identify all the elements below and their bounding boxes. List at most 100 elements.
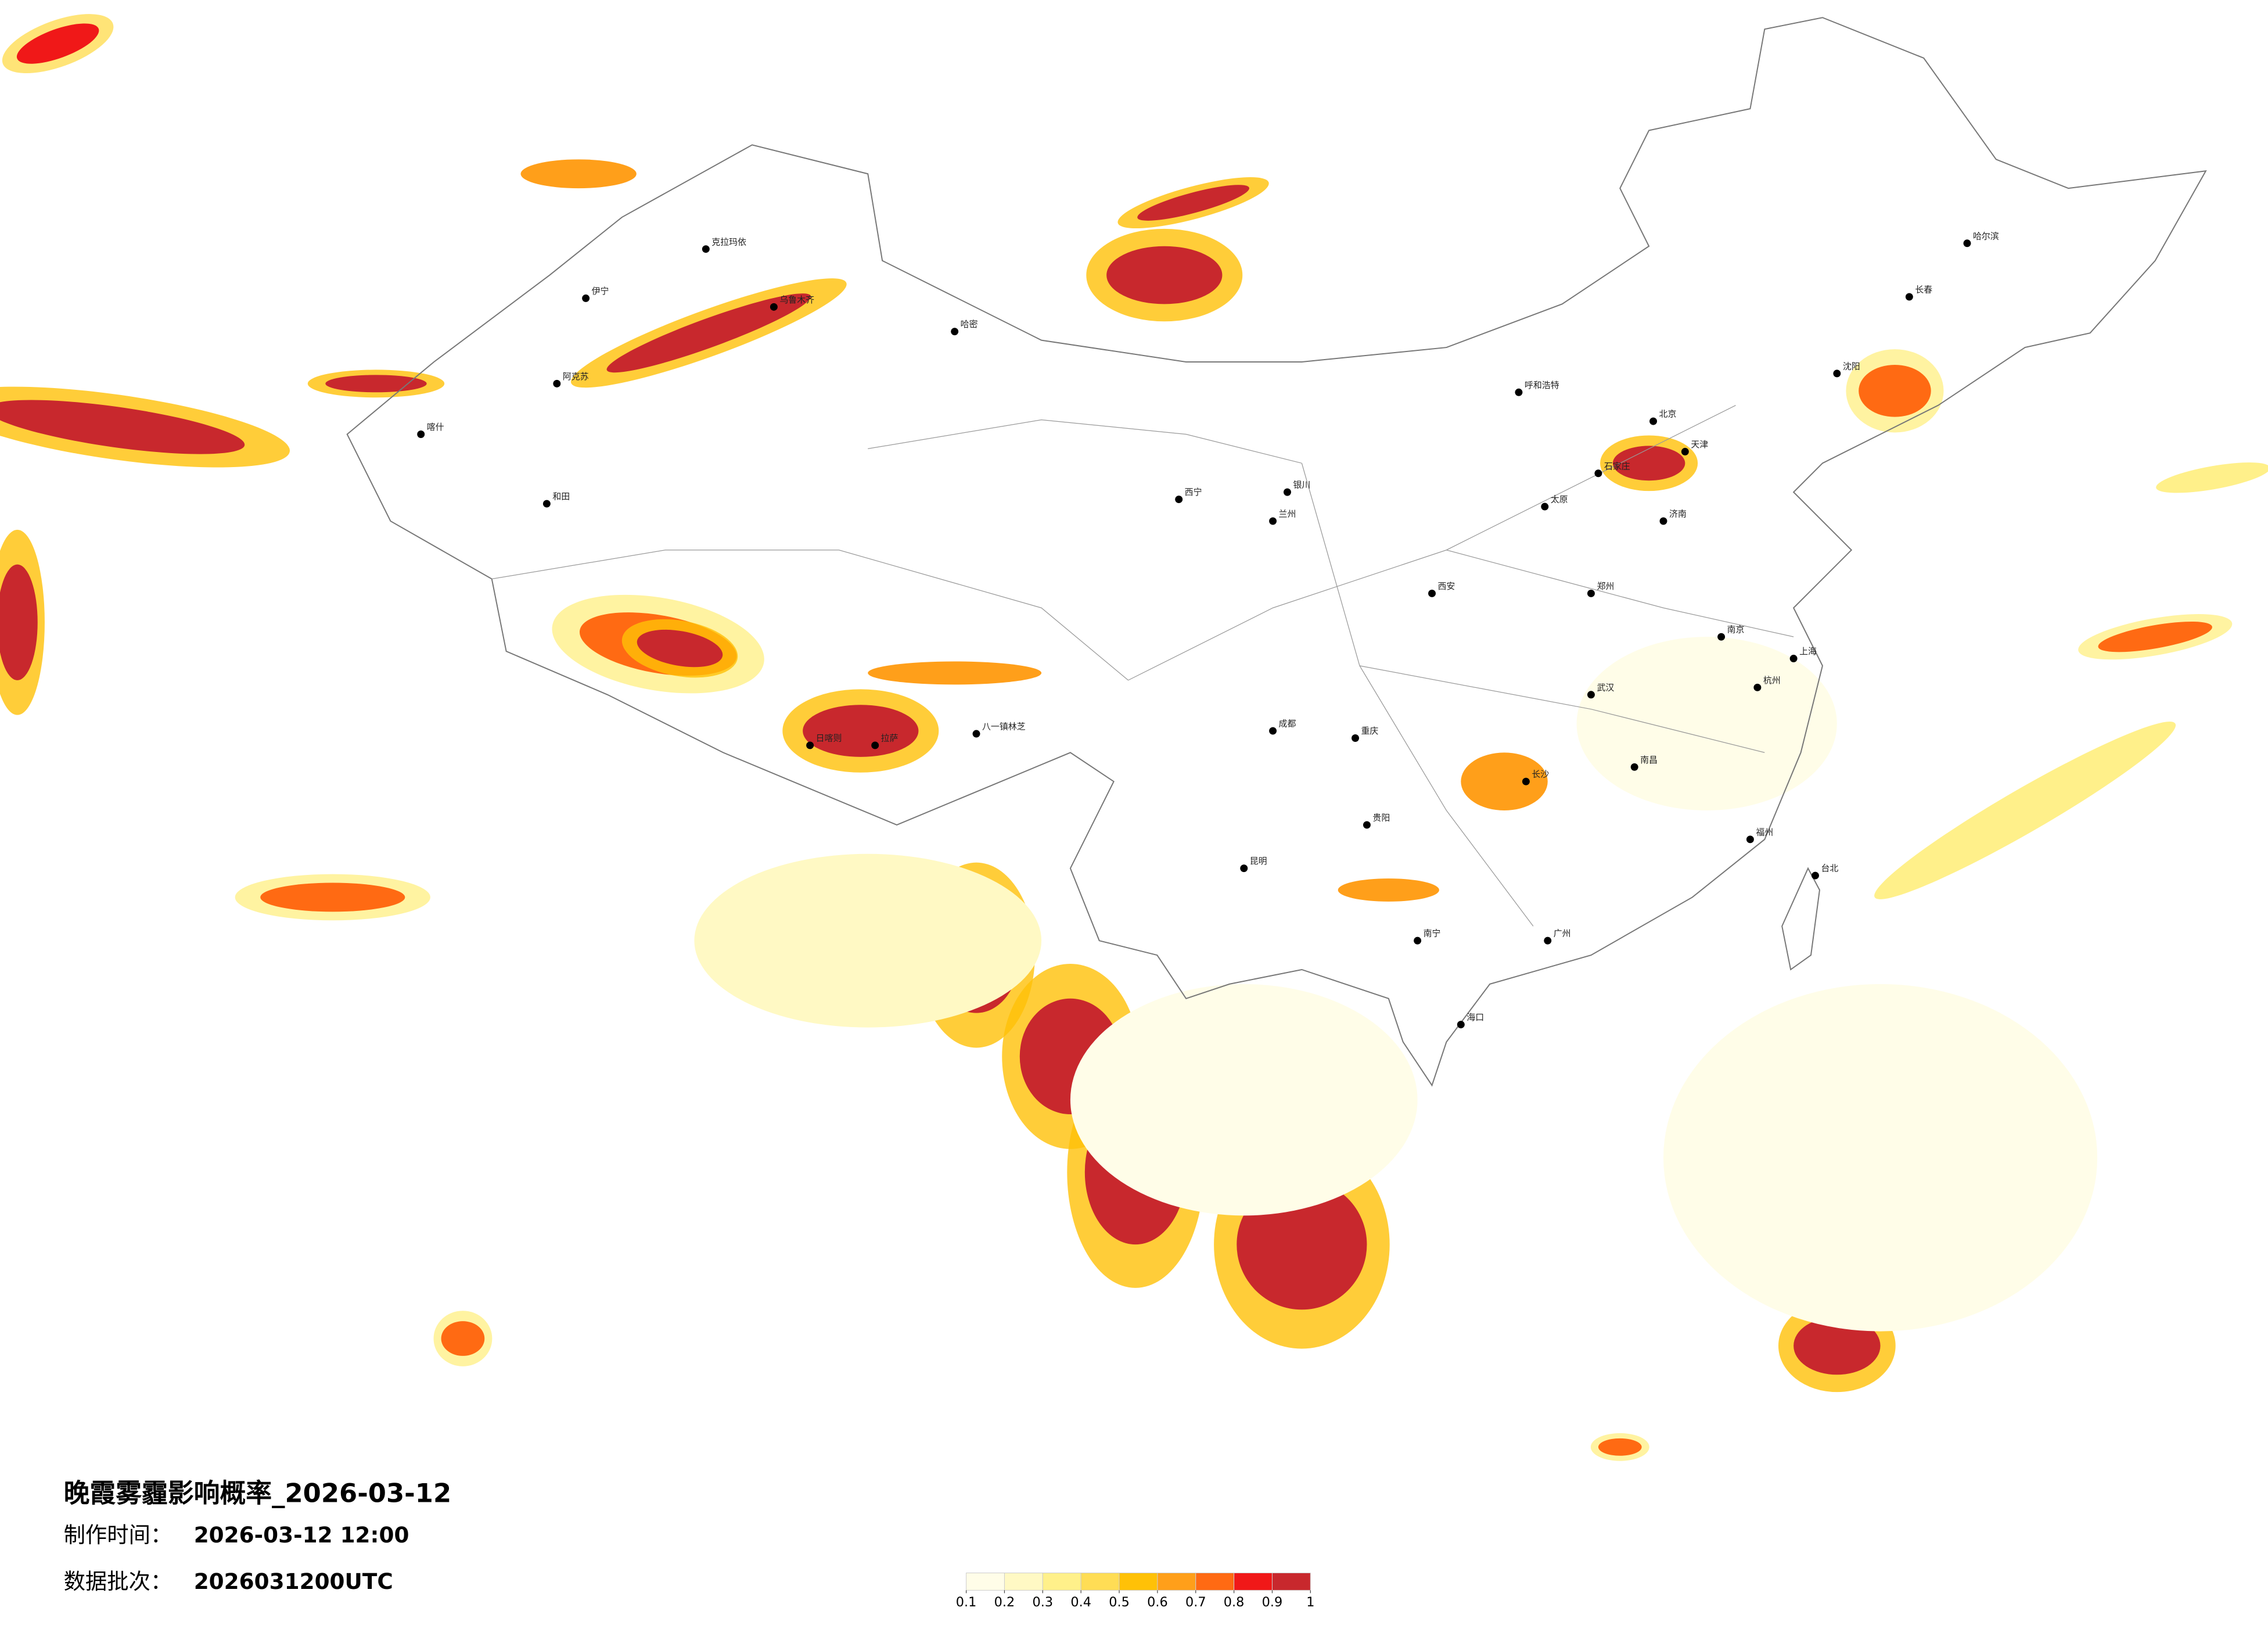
city-label: 郑州	[1597, 581, 1614, 591]
city-dot	[1963, 239, 1971, 247]
haze-area	[325, 375, 427, 393]
city-dot	[1833, 369, 1841, 378]
city-label: 上海	[1799, 646, 1817, 656]
city-dot	[871, 741, 879, 749]
haze-layer	[0, 14, 2268, 1461]
haze-area	[694, 853, 1042, 1028]
haze-area	[803, 705, 919, 757]
city-label: 天津	[1691, 439, 1708, 450]
city-dot	[1753, 683, 1762, 691]
city-dot	[1587, 589, 1595, 597]
city-label: 八一镇林芝	[982, 722, 1026, 732]
haze-area	[441, 1321, 485, 1356]
province-border	[491, 405, 1794, 927]
city-dot	[806, 741, 814, 749]
city-label: 哈密	[961, 319, 978, 329]
city-dot	[1269, 517, 1277, 525]
city-label: 拉萨	[881, 733, 898, 743]
city-dot	[1269, 727, 1277, 735]
legend-tick-label: 0.5	[1109, 1595, 1130, 1610]
haze-area	[637, 629, 723, 668]
city-label: 西安	[1437, 581, 1455, 591]
city-label: 太原	[1551, 494, 1568, 505]
legend-swatch	[1271, 1572, 1311, 1591]
city-label: 北京	[1659, 409, 1677, 419]
country-border	[346, 17, 2207, 1087]
city-label: 济南	[1669, 508, 1687, 519]
city-dot	[1428, 589, 1436, 597]
city-dot	[553, 379, 561, 387]
legend-swatch	[1004, 1572, 1043, 1591]
city-label: 喀什	[427, 422, 444, 432]
city-dot	[770, 303, 778, 311]
production-time-label: 制作时间：	[64, 1522, 172, 1548]
legend: 0.1 0.2 0.3 0.4 0.5 0.6 0.7 0.8 0.9 1	[956, 1572, 1314, 1610]
legend-tick-label: 0.8	[1224, 1595, 1245, 1610]
city-dot	[1544, 937, 1552, 945]
city-dot	[417, 430, 425, 438]
legend-swatch	[1195, 1572, 1235, 1591]
haze-area	[0, 564, 38, 680]
legend-swatch	[1042, 1572, 1081, 1591]
city-dot	[1352, 734, 1360, 742]
city-dot	[1457, 1021, 1465, 1029]
legend-swatch	[1080, 1572, 1120, 1591]
city-dot	[702, 245, 710, 253]
haze-area	[0, 400, 245, 454]
data-batch-label: 数据批次：	[64, 1569, 172, 1594]
haze-area	[1106, 246, 1223, 304]
city-dot	[1659, 517, 1667, 525]
city-label: 广州	[1554, 928, 1571, 939]
city-label: 南昌	[1640, 755, 1658, 765]
legend-swatch	[1119, 1572, 1158, 1591]
legend-tick-label: 0.7	[1185, 1595, 1206, 1610]
map-title: 晚霞雾霾影响概率_2026-03-12	[64, 1477, 452, 1508]
city-dot	[1240, 864, 1248, 873]
city-dot	[1789, 655, 1798, 662]
city-dot	[1630, 763, 1638, 771]
haze-area	[1874, 722, 2176, 899]
city-label: 昆明	[1250, 856, 1267, 866]
haze-area	[1576, 637, 1837, 811]
city-label: 福州	[1756, 827, 1773, 837]
legend-tick-label: 0.6	[1147, 1595, 1168, 1610]
haze-area	[1338, 878, 1439, 902]
city-label: 石家庄	[1604, 461, 1630, 471]
legend-tick-label: 0.9	[1262, 1595, 1283, 1610]
haze-area	[868, 661, 1042, 685]
city-label: 武汉	[1597, 682, 1614, 692]
haze-area	[1070, 984, 1418, 1216]
haze-area	[2098, 622, 2212, 652]
city-dot	[1284, 488, 1291, 496]
city-label: 杭州	[1763, 675, 1781, 686]
city-label: 兰州	[1279, 508, 1296, 519]
city-label: 银川	[1293, 480, 1310, 490]
legend-tick-label: 0.2	[994, 1595, 1015, 1610]
city-label: 长沙	[1532, 769, 1549, 780]
haze-area	[260, 882, 405, 912]
city-dot	[1594, 469, 1602, 478]
legend-swatch	[1234, 1572, 1273, 1591]
city-label: 成都	[1279, 719, 1296, 729]
city-dot	[1541, 503, 1549, 511]
haze-area	[2156, 462, 2268, 493]
city-label: 沈阳	[1843, 361, 1860, 371]
city-label: 日喀则	[816, 733, 842, 743]
haze-area	[520, 159, 637, 189]
city-label: 海口	[1467, 1012, 1484, 1022]
city-dot	[1811, 871, 1819, 880]
haze-area	[1793, 1316, 1881, 1375]
haze-area	[1137, 185, 1249, 221]
city-label: 重庆	[1361, 726, 1378, 736]
haze-area	[16, 23, 99, 64]
taiwan-border	[1781, 867, 1820, 971]
haze-area	[1859, 364, 1931, 417]
production-time-value: 2026-03-12 12:00	[194, 1522, 409, 1548]
city-label: 西宁	[1185, 487, 1202, 497]
city-dot	[1587, 691, 1595, 699]
legend-swatch	[1157, 1572, 1196, 1591]
city-dot	[1515, 388, 1523, 396]
legend-tick-label: 1	[1306, 1595, 1314, 1610]
city-label: 克拉玛依	[711, 236, 746, 247]
